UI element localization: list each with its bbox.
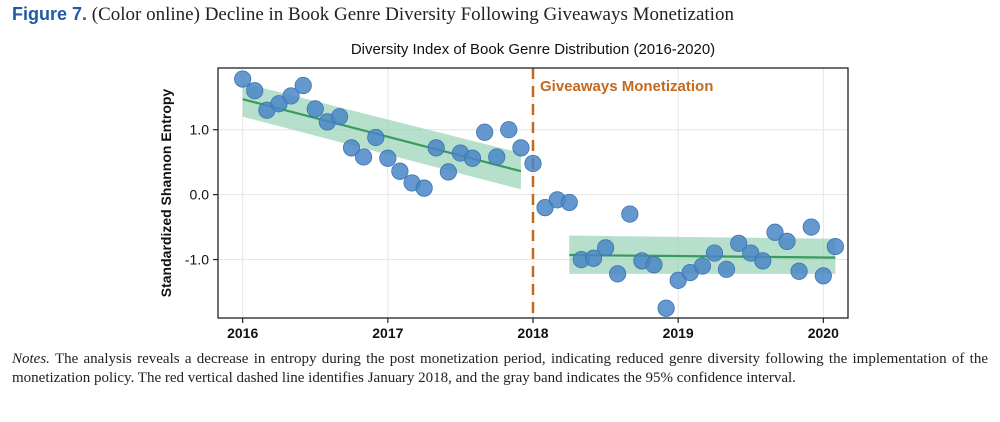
data-point-post-monetization-19 [754, 252, 772, 270]
data-point-pre-monetization-1 [246, 82, 264, 100]
data-point-post-monetization-11 [657, 299, 675, 317]
data-point-pre-monetization-12 [379, 149, 397, 167]
data-point-post-monetization-6 [596, 239, 615, 257]
event-label: Giveaways Monetization [540, 78, 713, 95]
notes-text: The analysis reveals a decrease in entro… [12, 351, 989, 386]
data-point-post-monetization-23 [802, 218, 820, 236]
chart-canvas: Giveaways Monetization 2016 2017 2018 2019 20… [158, 67, 849, 341]
data-point-pre-monetization-9 [342, 139, 361, 157]
data-point-post-monetization-18 [742, 244, 760, 262]
data-point-post-monetization-15 [705, 244, 724, 262]
data-point-pre-monetization-8 [330, 108, 349, 126]
data-point-pre-monetization-22 [500, 121, 518, 139]
data-point-pre-monetization-16 [427, 139, 445, 157]
data-point-pre-monetization-10 [354, 148, 373, 166]
x-tick-label-0: 2016 [227, 325, 258, 341]
data-point-post-monetization-24 [814, 267, 832, 285]
y-tick-label-2: -1.0 [185, 252, 209, 268]
data-point-pre-monetization-23 [512, 139, 530, 157]
data-point-post-monetization-7 [609, 265, 627, 283]
chart-title: Diversity Index of Book Genre Distributi… [350, 41, 716, 58]
data-point-pre-monetization-15 [415, 179, 433, 197]
data-point-post-monetization-14 [693, 257, 712, 275]
x-tick-label-2: 2018 [517, 325, 548, 341]
y-tick-label-1: 0.0 [190, 187, 210, 203]
data-point-pre-monetization-6 [306, 100, 324, 118]
data-point-pre-monetization-3 [270, 95, 288, 113]
fit-line-post-trend [569, 253, 836, 259]
data-point-post-monetization-12 [669, 271, 687, 289]
data-point-post-monetization-5 [584, 249, 603, 267]
x-tick-label-3: 2019 [663, 325, 694, 341]
data-point-pre-monetization-21 [488, 148, 506, 166]
data-point-post-monetization-25 [826, 237, 844, 256]
data-point-post-monetization-8 [621, 205, 639, 223]
data-point-pre-monetization-11 [367, 128, 385, 147]
y-axis-label: Standardized Shannon Entropy [158, 89, 174, 298]
y-tick-label-0: 1.0 [190, 122, 210, 138]
notes-label: Notes. [12, 351, 50, 367]
data-point-post-monetization-20 [766, 223, 784, 241]
data-point-pre-monetization-13 [391, 162, 409, 180]
data-point-post-monetization-22 [790, 262, 808, 280]
data-point-pre-monetization-20 [476, 123, 494, 141]
data-point-post-monetization-16 [717, 260, 736, 278]
data-point-pre-monetization-17 [439, 163, 457, 181]
x-tick-label-4: 2020 [808, 325, 839, 341]
data-point-post-monetization-1 [536, 199, 554, 217]
data-point-pre-monetization-19 [463, 149, 482, 167]
figure-label: Figure 7. [12, 4, 88, 24]
notes-paragraph: Notes. The analysis reveals a decrease i… [12, 350, 988, 388]
data-point-pre-monetization-0 [234, 70, 252, 88]
data-point-post-monetization-21 [778, 232, 796, 250]
data-point-post-monetization-0 [524, 154, 542, 173]
data-point-post-monetization-10 [645, 256, 663, 274]
figure-caption: Figure 7. (Color online) Decline in Book… [12, 4, 734, 26]
data-point-post-monetization-3 [560, 193, 578, 212]
figure-caption-text: (Color online) Decline in Book Genre Div… [91, 4, 734, 25]
x-tick-label-1: 2017 [372, 325, 403, 341]
data-point-post-monetization-17 [730, 234, 748, 252]
data-point-pre-monetization-5 [294, 76, 312, 95]
data-point-pre-monetization-4 [282, 87, 300, 105]
